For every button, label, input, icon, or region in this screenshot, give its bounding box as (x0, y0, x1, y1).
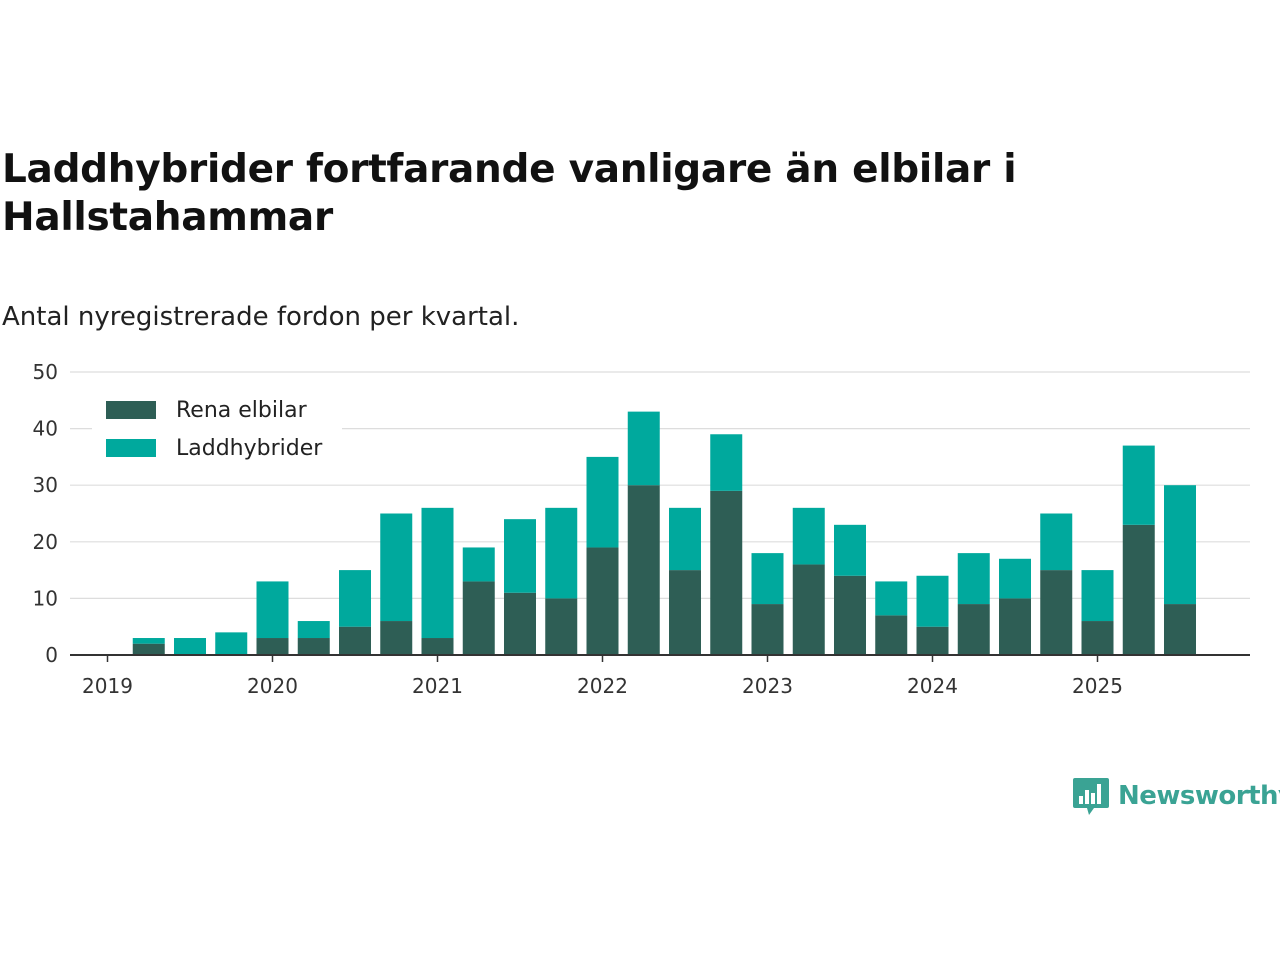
x-tick-label: 2019 (82, 674, 133, 698)
chart-subtitle: Antal nyregistrerade fordon per kvartal. (2, 302, 520, 332)
y-tick-label: 20 (33, 530, 58, 554)
bar-rena-elbilar: 2019 Q2 – Rena elbilar: 2 (132, 643, 165, 655)
bar-laddhybrider: 2024 Q4 – Laddhybrider: 10 (1040, 513, 1073, 571)
bar-laddhybrider: 2023 Q1 – Laddhybrider: 9 (751, 553, 784, 605)
chart-title: Laddhybrider fortfarande vanligare än el… (2, 147, 1017, 240)
bar-laddhybrider: 2020 Q2 – Laddhybrider: 3 (297, 621, 330, 639)
bar-laddhybrider: 2025 Q1 – Laddhybrider: 9 (1081, 570, 1114, 622)
bar-rena-elbilar: 2024 Q4 – Rena elbilar: 15 (1040, 570, 1073, 655)
bar-rena-elbilar: 2024 Q3 – Rena elbilar: 10 (999, 598, 1031, 655)
bar-laddhybrider: 2023 Q2 – Laddhybrider: 10 (792, 507, 825, 565)
bar-laddhybrider: 2024 Q2 – Laddhybrider: 9 (957, 553, 990, 605)
bar-laddhybrider: 2019 Q4 – Laddhybrider: 4 (215, 632, 248, 655)
bar-rena-elbilar: 2021 Q4 – Rena elbilar: 10 (545, 598, 578, 655)
bar-laddhybrider: 2020 Q3 – Laddhybrider: 10 (339, 570, 371, 627)
bar-rena-elbilar: 2022 Q1 – Rena elbilar: 19 (586, 547, 619, 655)
bar-laddhybrider: 2025 Q2 – Laddhybrider: 14 (1122, 445, 1155, 525)
x-tick-label: 2023 (742, 674, 793, 698)
bar-laddhybrider: 2021 Q1 – Laddhybrider: 23 (421, 507, 454, 639)
legend-label: Rena elbilar (176, 398, 308, 423)
bar-laddhybrider: 2022 Q1 – Laddhybrider: 16 (586, 456, 619, 548)
legend: Rena elbilar Laddhybrider (92, 390, 342, 468)
legend-swatch (106, 401, 156, 419)
bar-rena-elbilar: 2025 Q1 – Rena elbilar: 6 (1081, 621, 1114, 655)
newsworthy-brand[interactable]: Newsworthy (1072, 776, 1280, 816)
bar-laddhybrider: 2022 Q3 – Laddhybrider: 11 (669, 507, 701, 571)
bar-laddhybrider: 2024 Q1 – Laddhybrider: 9 (916, 575, 949, 627)
legend-label: Laddhybrider (176, 436, 323, 461)
bar-laddhybrider: 2025 Q3 – Laddhybrider: 21 (1164, 485, 1196, 605)
bar-laddhybrider: 2019 Q3 – Laddhybrider: 3 (174, 638, 206, 655)
bar-rena-elbilar: 2021 Q1 – Rena elbilar: 3 (421, 638, 454, 655)
bar-rena-elbilar: 2020 Q3 – Rena elbilar: 5 (339, 626, 371, 655)
x-tick-label: 2022 (577, 674, 628, 698)
bar-rena-elbilar: 2022 Q2 – Rena elbilar: 30 (627, 485, 660, 655)
bar-laddhybrider: 2022 Q4 – Laddhybrider: 10 (710, 434, 743, 491)
legend-swatch (106, 439, 156, 457)
bar-laddhybrider: 2021 Q2 – Laddhybrider: 6 (462, 547, 495, 582)
y-tick-label: 40 (33, 417, 58, 441)
bar-rena-elbilar: 2020 Q1 – Rena elbilar: 3 (256, 638, 289, 655)
bar-laddhybrider: 2024 Q3 – Laddhybrider: 7 (999, 558, 1031, 599)
newsworthy-logo-icon (1073, 778, 1109, 815)
x-axis: 2019 2020 2021 2022 2023 2024 2025 (70, 654, 1250, 698)
bar-rena-elbilar: 2021 Q3 – Rena elbilar: 11 (504, 592, 536, 655)
bar-rena-elbilar: 2022 Q4 – Rena elbilar: 29 (710, 490, 743, 655)
bar-rena-elbilar: 2023 Q1 – Rena elbilar: 9 (751, 604, 784, 655)
bar-rena-elbilar: 2020 Q4 – Rena elbilar: 6 (380, 621, 413, 655)
x-tick-label: 2025 (1072, 674, 1123, 698)
bar-laddhybrider: 2023 Q4 – Laddhybrider: 6 (875, 581, 908, 616)
bar-rena-elbilar: 2024 Q2 – Rena elbilar: 9 (957, 604, 990, 655)
x-tick-label: 2020 (247, 674, 298, 698)
y-tick-label: 0 (45, 643, 58, 667)
bar-rena-elbilar: 2025 Q2 – Rena elbilar: 23 (1122, 524, 1155, 655)
bar-rena-elbilar: 2023 Q2 – Rena elbilar: 16 (792, 564, 825, 655)
y-axis: 0 10 20 30 40 50 (33, 360, 58, 667)
bar-rena-elbilar: 2023 Q3 – Rena elbilar: 14 (834, 575, 866, 655)
bar-laddhybrider: 2020 Q1 – Laddhybrider: 10 (256, 581, 289, 639)
x-tick-label: 2024 (907, 674, 958, 698)
bar-laddhybrider: 2023 Q3 – Laddhybrider: 9 (834, 524, 866, 576)
brand-name: Newsworthy (1118, 781, 1280, 811)
y-tick-label: 30 (33, 473, 58, 497)
bar-rena-elbilar: 2025 Q3 – Rena elbilar: 9 (1164, 604, 1196, 655)
bar-rena-elbilar: 2023 Q4 – Rena elbilar: 7 (875, 615, 908, 655)
bar-laddhybrider: 2022 Q2 – Laddhybrider: 13 (627, 411, 660, 486)
x-tick-label: 2021 (412, 674, 463, 698)
bar-rena-elbilar: 2021 Q2 – Rena elbilar: 13 (462, 581, 495, 655)
bar-rena-elbilar: 2020 Q2 – Rena elbilar: 3 (297, 638, 330, 655)
bar-laddhybrider: 2021 Q4 – Laddhybrider: 16 (545, 507, 578, 599)
bar-rena-elbilar: 2022 Q3 – Rena elbilar: 15 (669, 570, 701, 655)
bars: 2019 Q2 – Rena elbilar: 22019 Q2 – Laddh… (132, 411, 1196, 655)
bar-laddhybrider: 2019 Q2 – Laddhybrider: 1 (132, 638, 165, 644)
bar-rena-elbilar: 2024 Q1 – Rena elbilar: 5 (916, 626, 949, 655)
bar-laddhybrider: 2021 Q3 – Laddhybrider: 13 (504, 519, 536, 593)
bar-laddhybrider: 2020 Q4 – Laddhybrider: 19 (380, 513, 413, 622)
y-tick-label: 50 (33, 360, 58, 384)
y-tick-label: 10 (33, 586, 58, 610)
